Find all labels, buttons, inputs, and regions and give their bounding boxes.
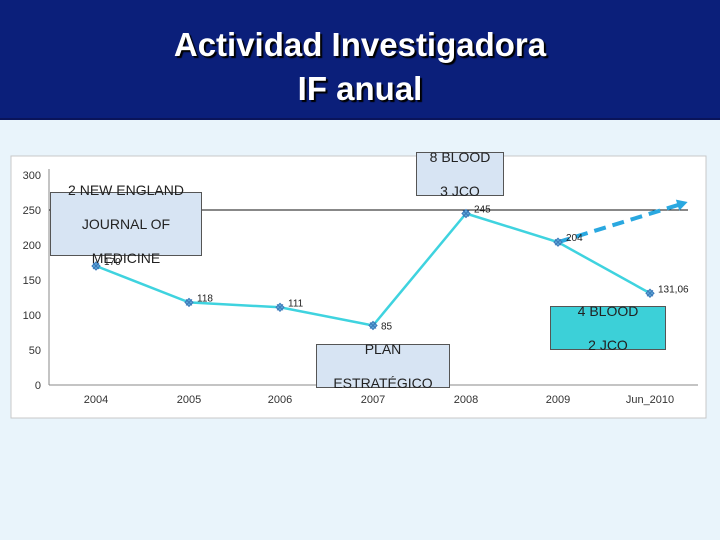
callout-plan-line1: PLAN: [364, 340, 402, 357]
y-tick-label: 50: [29, 345, 41, 357]
x-tick-label: 2007: [361, 394, 385, 406]
slide-title-line1: Actividad Investigadora: [173, 26, 547, 63]
data-point-cross: [554, 238, 562, 246]
callout-nejm: 2 NEW ENGLAND JOURNAL OF MEDICINE: [50, 182, 202, 266]
x-tick-label: 2009: [546, 394, 570, 406]
data-label: 118: [197, 293, 213, 304]
slide-title-line2: IF anual: [297, 70, 423, 107]
projection-arrowhead: [675, 199, 688, 211]
data-point-cross: [646, 289, 654, 297]
data-label: 111: [288, 298, 304, 309]
y-tick-label: 200: [23, 240, 41, 252]
callout-plan-line2: ESTRATÉGICO: [333, 374, 433, 391]
x-tick-label: 2005: [177, 394, 201, 406]
data-label: 170: [104, 257, 121, 268]
y-tick-label: 100: [23, 310, 41, 322]
data-point-cross: [369, 322, 377, 329]
callout-blood-2008-line2: 3 JCO: [440, 182, 480, 199]
x-tick-label: 2004: [84, 394, 108, 406]
data-point-cross: [92, 262, 100, 270]
y-tick-label: 0: [35, 380, 41, 392]
callout-blood-2010-line1: 4 BLOOD: [577, 302, 639, 319]
x-tick-label: 2008: [454, 394, 478, 406]
data-label: 204: [566, 233, 583, 244]
callout-nejm-line3: MEDICINE: [91, 249, 161, 266]
callout-nejm-line1: 2 NEW ENGLAND: [68, 181, 184, 198]
title-banner: Actividad Investigadora IF anual: [0, 0, 720, 120]
y-tick-label: 300: [23, 170, 41, 182]
callout-nejm-line2: JOURNAL OF: [81, 215, 171, 232]
callout-blood-2008-line1: 8 BLOOD: [429, 148, 491, 165]
data-point-cross: [462, 210, 470, 217]
data-label: 245: [474, 205, 491, 216]
callout-blood-2008: 8 BLOOD 3 JCO: [416, 148, 504, 199]
data-point-cross: [185, 299, 193, 306]
callout-blood-2010-line2: 2 JCO: [588, 336, 628, 353]
projection-line: [557, 202, 681, 245]
callout-plan-estrategico: PLAN ESTRATÉGICO: [316, 340, 450, 391]
x-tick-label: 2006: [268, 394, 292, 406]
y-tick-label: 150: [23, 275, 41, 287]
x-tick-label: Jun_2010: [626, 394, 674, 406]
y-tick-label: 250: [23, 205, 41, 217]
callout-blood-2010: 4 BLOOD 2 JCO: [550, 302, 666, 353]
data-point-cross: [276, 303, 284, 311]
data-label: 85: [381, 322, 393, 333]
data-label: 131,06: [658, 284, 689, 295]
